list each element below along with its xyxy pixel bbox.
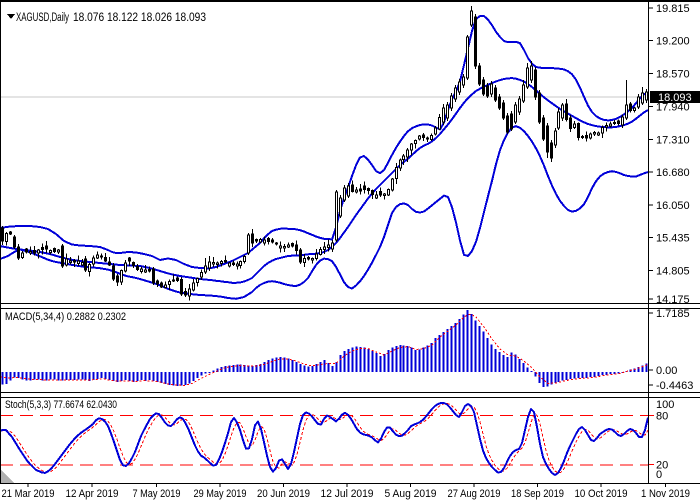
svg-text:14.805: 14.805 <box>656 266 690 278</box>
svg-text:80: 80 <box>656 411 668 423</box>
svg-text:19.815: 19.815 <box>656 3 690 15</box>
svg-text:7 May 2019: 7 May 2019 <box>133 488 181 500</box>
svg-text:18 Sep 2019: 18 Sep 2019 <box>511 488 564 500</box>
svg-text:15.435: 15.435 <box>656 233 690 245</box>
svg-text:17.940: 17.940 <box>656 102 690 114</box>
svg-text:-0.4463: -0.4463 <box>656 380 693 392</box>
svg-text:18.570: 18.570 <box>656 69 690 81</box>
svg-text:MACD(5,34,4) 0.2882 0.2302: MACD(5,34,4) 0.2882 0.2302 <box>5 311 126 323</box>
svg-text:14.175: 14.175 <box>656 294 690 306</box>
svg-text:5 Aug 2019: 5 Aug 2019 <box>385 488 437 500</box>
svg-text:0: 0 <box>656 469 662 481</box>
svg-text:Stoch(5,3,3) 77.6674 62.0430: Stoch(5,3,3) 77.6674 62.0430 <box>5 399 117 411</box>
svg-text:19.200: 19.200 <box>656 36 690 48</box>
svg-text:100: 100 <box>656 399 674 411</box>
svg-text:18.093: 18.093 <box>658 92 692 104</box>
svg-text:17.310: 17.310 <box>656 135 690 147</box>
svg-text:20: 20 <box>656 460 668 472</box>
svg-text:1 Nov 2019: 1 Nov 2019 <box>641 488 690 500</box>
svg-text:20 Jun 2019: 20 Jun 2019 <box>257 488 310 500</box>
svg-text:18.076 18.122 18.026 18.093: 18.076 18.122 18.026 18.093 <box>73 12 206 24</box>
svg-text:0.00: 0.00 <box>656 365 677 377</box>
svg-text:16.050: 16.050 <box>656 200 690 212</box>
svg-text:29 May 2019: 29 May 2019 <box>194 488 247 500</box>
svg-text:XAGUSD,Daily: XAGUSD,Daily <box>16 12 69 24</box>
svg-text:16.680: 16.680 <box>656 167 690 179</box>
svg-text:27 Aug 2019: 27 Aug 2019 <box>448 488 501 500</box>
svg-text:12 Apr 2019: 12 Apr 2019 <box>66 488 119 500</box>
svg-text:12 Jul 2019: 12 Jul 2019 <box>321 488 374 500</box>
svg-text:10 Oct 2019: 10 Oct 2019 <box>575 488 628 500</box>
svg-text:1.7185: 1.7185 <box>656 308 690 320</box>
svg-text:21 Mar 2019: 21 Mar 2019 <box>2 488 55 500</box>
